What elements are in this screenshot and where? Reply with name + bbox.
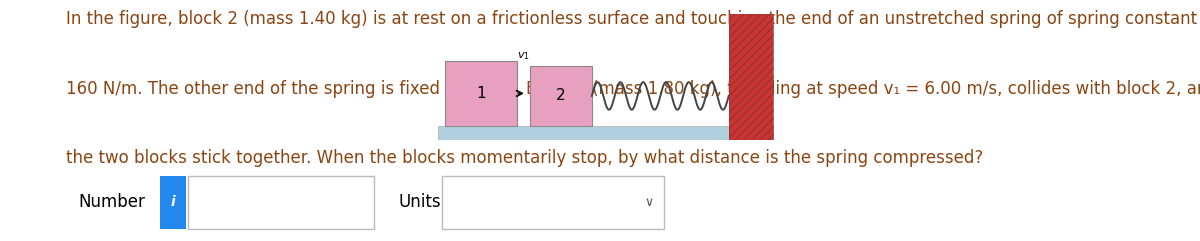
- Bar: [438, 126, 773, 140]
- Text: $v_1$: $v_1$: [517, 50, 530, 62]
- FancyBboxPatch shape: [442, 176, 664, 229]
- Text: Number: Number: [78, 194, 145, 211]
- Text: 2: 2: [557, 88, 566, 103]
- Text: 160 N/m. The other end of the spring is fixed to a wall. Block 1 (mass 1.80 kg),: 160 N/m. The other end of the spring is …: [66, 80, 1200, 98]
- Bar: [530, 66, 592, 126]
- Bar: [728, 14, 773, 140]
- Text: ∨: ∨: [644, 196, 654, 209]
- Text: the two blocks stick together. When the blocks momentarily stop, by what distanc: the two blocks stick together. When the …: [66, 149, 983, 167]
- Text: i: i: [170, 195, 175, 209]
- Bar: [728, 14, 773, 140]
- Text: 1: 1: [476, 86, 486, 101]
- FancyBboxPatch shape: [188, 176, 374, 229]
- Bar: [445, 61, 517, 126]
- Text: Units: Units: [398, 194, 442, 211]
- FancyBboxPatch shape: [160, 176, 186, 229]
- Text: In the figure, block 2 (mass 1.40 kg) is at rest on a frictionless surface and t: In the figure, block 2 (mass 1.40 kg) is…: [66, 10, 1198, 28]
